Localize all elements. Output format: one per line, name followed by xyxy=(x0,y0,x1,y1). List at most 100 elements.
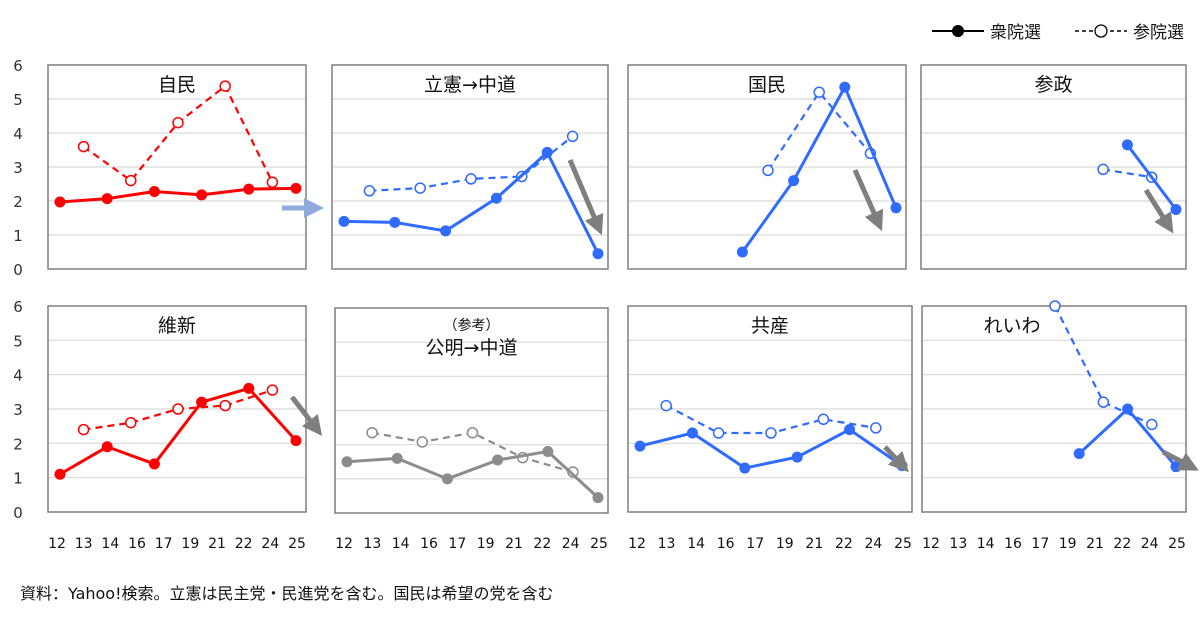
trend-arrow-icon xyxy=(1143,188,1174,234)
x-tick-label: 21 xyxy=(1086,536,1104,552)
sangiin-point xyxy=(765,427,777,439)
panel-frame xyxy=(47,305,307,513)
panel-3: 国民 xyxy=(627,64,907,270)
panel-4: 参政 xyxy=(920,64,1187,270)
sangiin-point xyxy=(465,173,477,185)
sangiin-point xyxy=(567,466,579,478)
sangiin-point xyxy=(77,140,90,153)
shugiin-point xyxy=(1073,448,1085,460)
legend: 衆院選 参院選 xyxy=(932,18,1184,43)
y-tick-label: 4 xyxy=(13,367,23,385)
panel-frame xyxy=(627,64,907,270)
x-tick-label: 16 xyxy=(1004,536,1022,552)
y-tick-label: 0 xyxy=(13,504,23,522)
x-tick-label: 16 xyxy=(420,536,438,552)
shugiin-point xyxy=(791,451,803,463)
panel-title: 共産 xyxy=(751,315,789,337)
sangiin-point xyxy=(414,182,426,194)
x-tick-label: 17 xyxy=(155,536,173,552)
trend-arrow-icon xyxy=(883,445,909,473)
x-tick-label: 19 xyxy=(181,536,199,552)
y-tick-label: 6 xyxy=(13,57,23,75)
x-tick-label: 25 xyxy=(894,536,912,552)
shugiin-point xyxy=(634,440,646,452)
shugiin-line xyxy=(1078,406,1178,468)
sangiin-point xyxy=(1097,163,1109,176)
legend-label-sangiin: 参院選 xyxy=(1133,23,1184,43)
x-tick-label: 17 xyxy=(448,536,466,552)
panel-frame xyxy=(47,64,307,270)
panel-1: 自民 xyxy=(47,64,324,270)
sangiin-point xyxy=(1145,171,1158,183)
shugiin-point xyxy=(839,81,851,93)
panel-frame xyxy=(921,305,1187,513)
sangiin-point xyxy=(363,185,376,197)
shugiin-point xyxy=(844,424,856,436)
sangiin-point xyxy=(125,174,137,187)
sangiin-point xyxy=(516,451,529,464)
shugiin-point xyxy=(592,248,604,260)
y-tick-label: 3 xyxy=(13,159,23,177)
shugiin-point xyxy=(290,435,302,447)
sangiin-point xyxy=(516,170,528,183)
x-tick-label: 25 xyxy=(1168,536,1186,552)
x-tick-label: 25 xyxy=(590,536,608,552)
sangiin-line xyxy=(371,431,574,474)
trend-arrow-icon xyxy=(567,159,604,236)
x-tick-label: 24 xyxy=(865,536,883,552)
trend-arrow-icon xyxy=(852,168,884,232)
x-tick-label: 12 xyxy=(628,536,646,552)
x-tick-label: 12 xyxy=(922,536,940,552)
shugiin-line xyxy=(639,427,903,470)
sangiin-point xyxy=(172,403,184,415)
x-tick-label: 14 xyxy=(687,536,705,552)
sangiin-point xyxy=(466,426,479,439)
y-tick-label: 1 xyxy=(13,227,23,245)
x-tick-label: 21 xyxy=(805,536,823,552)
x-tick-label: 16 xyxy=(717,536,735,552)
shugiin-point xyxy=(389,216,401,228)
shugiin-line xyxy=(1126,143,1178,211)
panel-2: 立憲→中道 xyxy=(331,64,609,270)
panel-title: 国民 xyxy=(748,74,786,96)
sangiin-point xyxy=(566,130,579,143)
x-tick-label: 12 xyxy=(48,536,66,552)
x-tick-label: 22 xyxy=(835,536,853,552)
sangiin-line xyxy=(369,135,574,192)
sangiin-point xyxy=(172,117,184,129)
shugiin-point xyxy=(338,215,350,227)
panel-title: 立憲→中道 xyxy=(424,74,516,96)
sangiin-line xyxy=(767,90,872,172)
sangiin-point xyxy=(1097,396,1110,408)
shugiin-point xyxy=(1121,139,1133,151)
y-tick-label: 2 xyxy=(13,435,23,453)
x-tick-label: 21 xyxy=(505,536,523,552)
y-tick-label: 0 xyxy=(13,261,23,279)
shugiin-line xyxy=(59,386,298,476)
sangiin-point xyxy=(125,416,137,429)
panel-title: 自民 xyxy=(158,74,196,96)
panel-5: 維新 12 13 14 16 17 19 21 22 24 25 xyxy=(47,305,323,552)
shugiin-point xyxy=(243,183,255,195)
sangiin-line xyxy=(665,404,876,435)
shugiin-point xyxy=(341,456,353,468)
shugiin-line xyxy=(343,149,600,255)
x-tick-label: 22 xyxy=(235,536,253,552)
x-tick-label: 17 xyxy=(1031,536,1049,552)
shugiin-point xyxy=(290,182,302,194)
panel-6: （参考） 公明→中道 12 13 14 16 17 19 21 22 24 25 xyxy=(334,307,609,552)
sangiin-point xyxy=(416,436,429,448)
sangiin-point xyxy=(1049,300,1061,312)
panel-8: れいわ 12 13 14 16 17 19 21 22 24 25 xyxy=(921,300,1199,552)
sangiin-point xyxy=(219,80,231,92)
x-tick-label: 25 xyxy=(288,536,306,552)
sangiin-line xyxy=(1054,305,1153,426)
sangiin-point xyxy=(77,423,90,436)
shugiin-point xyxy=(686,427,698,439)
panel-frame xyxy=(627,305,913,513)
y-tick-label: 5 xyxy=(13,91,23,109)
shugiin-point xyxy=(441,473,453,485)
dashed-line-marker-icon xyxy=(1075,23,1127,38)
shugiin-point xyxy=(788,175,800,187)
x-tick-label: 19 xyxy=(776,536,794,552)
